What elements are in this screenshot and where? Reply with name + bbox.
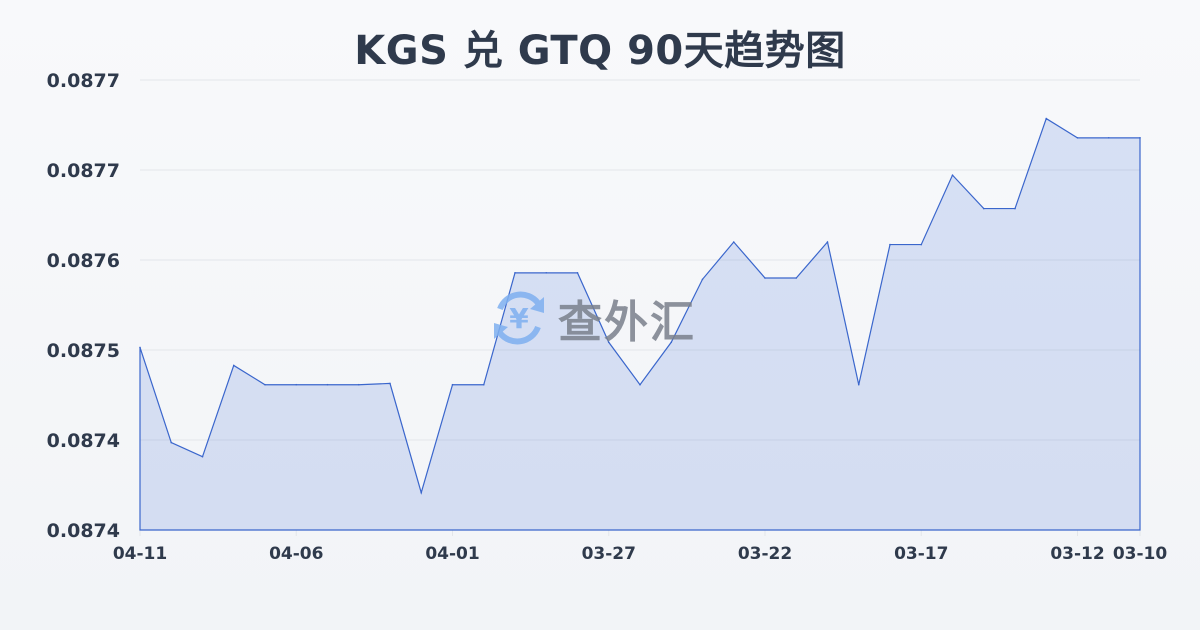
data-point	[514, 272, 516, 274]
data-point	[326, 383, 329, 386]
x-tick-label: 03-17	[894, 544, 948, 564]
data-point	[1045, 117, 1048, 120]
data-point	[1107, 137, 1110, 139]
data-point	[545, 272, 548, 274]
data-point	[295, 383, 298, 386]
data-point	[795, 277, 798, 279]
x-tick-label: 03-27	[582, 544, 636, 564]
x-tick-label: 03-12	[1050, 544, 1104, 564]
x-tick-label: 03-22	[738, 544, 792, 564]
yen-exchange-icon: ¥	[494, 291, 544, 345]
watermark-text: 查外汇	[558, 297, 696, 348]
data-point	[951, 174, 954, 176]
series-area	[139, 117, 1141, 531]
data-point	[607, 341, 610, 344]
data-point	[857, 383, 860, 386]
data-point	[232, 364, 235, 367]
data-point	[1139, 137, 1141, 139]
data-point	[1076, 137, 1079, 139]
data-point	[139, 346, 141, 349]
data-point	[701, 278, 704, 281]
chart-title: KGS 兑 GTQ 90天趋势图	[354, 28, 846, 74]
svg-text:¥: ¥	[509, 302, 529, 335]
y-tick-label: 0.0875	[47, 340, 120, 362]
watermark: ¥ 查外汇	[488, 286, 696, 350]
data-point	[639, 383, 641, 386]
x-tick-label: 04-01	[425, 544, 479, 564]
data-point	[1014, 207, 1016, 210]
data-point	[889, 243, 891, 246]
data-point	[764, 277, 766, 279]
data-point	[420, 491, 423, 494]
x-tick-label: 03-10	[1113, 544, 1168, 564]
x-tick-label: 04-06	[269, 544, 323, 564]
data-point	[451, 383, 454, 386]
data-point	[201, 455, 204, 458]
data-point	[982, 207, 985, 210]
y-tick-label: 0.0877	[47, 70, 120, 92]
data-point	[670, 341, 673, 344]
data-point	[826, 241, 829, 243]
data-point	[920, 243, 923, 246]
y-tick-label: 0.0874	[47, 430, 120, 452]
data-point	[576, 272, 579, 274]
x-tick-label: 04-11	[113, 544, 167, 564]
data-point	[170, 441, 173, 444]
data-point	[357, 383, 360, 386]
data-point	[264, 383, 266, 386]
data-point	[389, 382, 391, 385]
data-point	[482, 383, 485, 386]
y-tick-label: 0.0876	[47, 250, 120, 272]
data-point	[732, 241, 735, 243]
y-tick-label: 0.0874	[47, 520, 120, 542]
y-tick-label: 0.0877	[47, 160, 120, 182]
